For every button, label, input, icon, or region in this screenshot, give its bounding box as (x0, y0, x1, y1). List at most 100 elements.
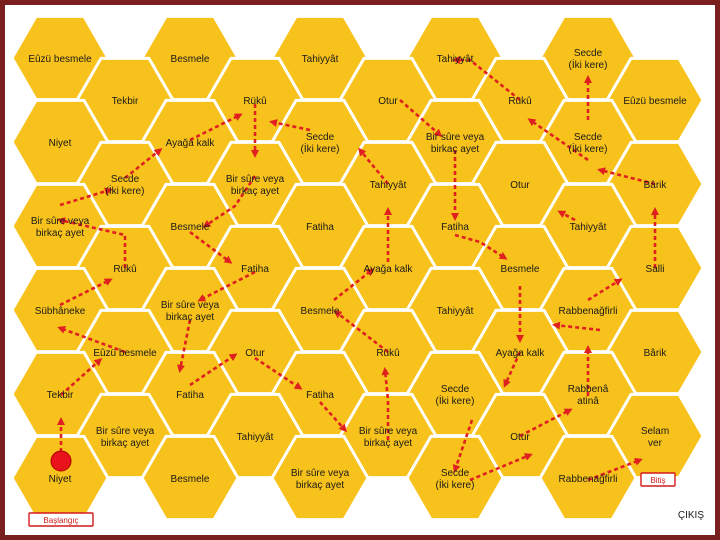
path-arrow (254, 356, 303, 390)
path-arrow (124, 148, 163, 180)
cell-label: Secde (İki kere) (301, 132, 340, 155)
cell-label: Bârik (644, 180, 668, 191)
cell-label: Besmele (501, 264, 540, 275)
cell-label: Fatiha (441, 222, 469, 233)
path-arrow (452, 419, 474, 473)
cell-label: Rabbenağfirli (559, 306, 618, 317)
cell-label: Tahiyyât (570, 222, 607, 233)
path-arrow (202, 175, 257, 228)
hex-cell[interactable] (140, 434, 240, 522)
path-arrow (189, 353, 238, 387)
cell-label: Niyet (49, 138, 72, 149)
cell-label: Eûzü besmele (93, 348, 157, 359)
cell-label: Secde (İki kere) (569, 48, 608, 71)
hex-cells (10, 14, 705, 522)
path-arrow (399, 99, 443, 137)
cell-label: Otur (378, 96, 398, 107)
path-arrow (454, 233, 508, 260)
path-arrow (587, 458, 643, 482)
path-arrow (319, 401, 347, 433)
path-arrow (557, 210, 576, 222)
cell-label: Besmele (171, 222, 210, 233)
end-badge: Bitiş (640, 472, 676, 487)
cell-label: Rabbenağfirli (559, 474, 618, 485)
cell-label: Tahiyyât (302, 54, 339, 65)
cell-label: Bir sûre veya birkaç ayet (161, 300, 220, 323)
cell-label: Secde (İki kere) (106, 174, 145, 197)
cell-label: Rükû (376, 348, 399, 359)
cell-label: Besmele (171, 54, 210, 65)
cell-labels: Eûzü besmele Besmele Tahiyyât Tahiyyât Secde… (28, 48, 687, 491)
cell-label: Bir sûre veya birkaç ayet (291, 468, 350, 491)
path-arrow (552, 321, 601, 332)
path-arrow (177, 319, 192, 373)
path-arrow (57, 325, 126, 354)
cell-label: Otur (510, 432, 530, 443)
hex-cell[interactable] (405, 434, 505, 522)
path-arrows (57, 56, 659, 482)
path-arrow (527, 118, 589, 162)
path-arrow (469, 453, 533, 482)
cell-label: Besmele (301, 306, 340, 317)
cell-label: Secde (İki kere) (436, 468, 475, 491)
board-extras: Başlangıç Bitiş ÇIKIŞ (28, 450, 704, 527)
start-label: Başlangıç (43, 516, 78, 525)
path-arrow (503, 351, 522, 388)
cell-label: Otur (245, 348, 265, 359)
path-arrow (597, 167, 656, 186)
path-arrow (60, 357, 103, 396)
cell-label: Selam ver (641, 426, 669, 449)
path-arrow (189, 230, 233, 264)
cell-label: Tahiyyât (437, 54, 474, 65)
start-badge: Başlangıç (28, 512, 94, 527)
cell-label: Ayağa kalk (364, 264, 414, 275)
cell-label: Niyet (49, 474, 72, 485)
cell-label: Rükû (113, 264, 136, 275)
exit-label: ÇIKIŞ (678, 510, 704, 521)
cell-label: Bir sûre veya birkaç ayet (96, 426, 155, 449)
start-marker[interactable] (50, 450, 72, 472)
cell-label: Eûzü besmele (623, 96, 687, 107)
path-arrow (333, 268, 375, 302)
path-arrow (59, 278, 113, 307)
cell-label: Bârik (644, 348, 668, 359)
cell-label: Rükû (508, 96, 531, 107)
path-arrow (57, 217, 127, 268)
cell-label: Fatiha (306, 390, 334, 401)
cell-label: Ayağa kalk (496, 348, 546, 359)
path-arrow (587, 278, 623, 302)
cell-label: Fatiha (306, 222, 334, 233)
cell-label: Ayağa kalk (166, 138, 216, 149)
path-arrow (358, 147, 390, 185)
path-arrow (333, 310, 389, 354)
path-arrow (519, 408, 573, 438)
cell-label: Otur (510, 180, 530, 191)
cell-label: Besmele (171, 474, 210, 485)
cell-label: Fatiha (176, 390, 204, 401)
cell-label: Bir sûre veya birkaç ayet (359, 426, 418, 449)
path-arrow (452, 56, 521, 102)
cell-label: Secde (İki kere) (569, 132, 608, 155)
cell-label: Tahiyyât (370, 180, 407, 191)
cell-label: Rükû (243, 96, 266, 107)
cell-label: Tekbir (112, 96, 139, 107)
cell-label: Salli (646, 264, 665, 275)
cell-label: Bir sûre veya birkaç ayet (426, 132, 485, 155)
path-arrow (59, 187, 113, 207)
cell-label: Bir sûre veya birkaç ayet (226, 174, 285, 197)
cell-label: Secde (İki kere) (436, 384, 475, 407)
path-arrow (197, 270, 256, 302)
cell-label: Bir sûre veya birkaç ayet (31, 216, 90, 239)
cell-label: Fatiha (241, 264, 269, 275)
cell-label: Sübhâneke (35, 306, 86, 317)
hex-cell[interactable] (270, 434, 370, 522)
cell-label: Rabbenâ atinâ (568, 384, 609, 407)
cell-label: Tahiyyât (437, 306, 474, 317)
path-arrow (189, 113, 243, 142)
end-label: Bitiş (650, 476, 665, 485)
hex-cell[interactable] (538, 434, 638, 522)
cell-label: Eûzü besmele (28, 54, 92, 65)
cell-label: Tekbir (47, 390, 74, 401)
